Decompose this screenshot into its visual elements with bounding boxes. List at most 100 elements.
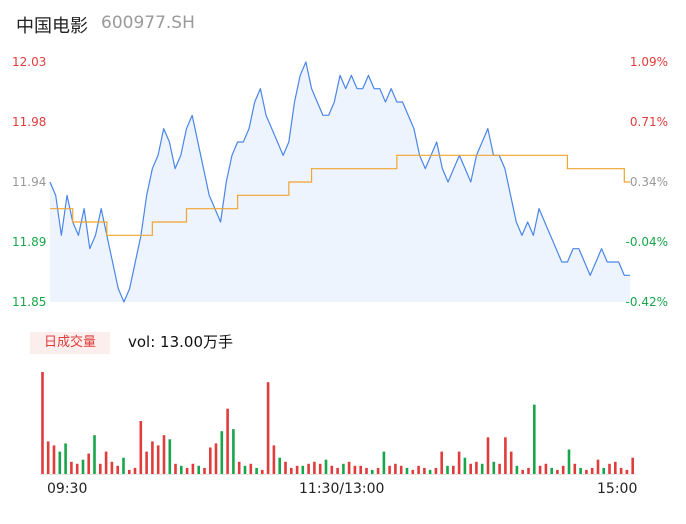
time-tick-label: 15:00	[597, 481, 638, 497]
volume-bar	[116, 465, 119, 474]
volume-bar	[631, 457, 634, 474]
volume-bar	[515, 465, 519, 474]
volume-bar	[399, 465, 403, 474]
volume-bar	[284, 461, 287, 474]
volume-bar	[226, 408, 229, 474]
volume-bar	[295, 465, 299, 474]
price-tick-label: 12.03	[12, 55, 47, 69]
volume-bar	[590, 467, 594, 474]
volume-bar	[394, 463, 397, 474]
volume-bar	[145, 451, 148, 474]
volume-bar	[278, 457, 281, 474]
volume-bar	[342, 463, 345, 474]
volume-bar	[365, 467, 368, 474]
volume-bar	[469, 463, 472, 474]
percent-tick-label: 0.34%	[629, 175, 668, 189]
volume-bar	[52, 445, 56, 474]
volume-bar	[544, 463, 548, 474]
volume-bar	[70, 461, 73, 474]
volume-bar	[480, 463, 484, 474]
price-tick-label: 11.94	[12, 175, 47, 189]
volume-bar	[423, 467, 426, 474]
price-tick-label: 11.89	[12, 235, 47, 249]
volume-bar	[382, 451, 386, 474]
volume-bar	[249, 463, 253, 474]
volume-bar	[122, 457, 125, 474]
volume-readout: vol: 13.00万手	[128, 333, 233, 351]
volume-bar	[457, 451, 461, 474]
volume-bar	[533, 404, 536, 474]
volume-bar	[602, 467, 605, 474]
volume-bar	[619, 467, 623, 474]
volume-bar	[504, 437, 507, 474]
volume-bar	[550, 467, 553, 474]
volume-bar	[405, 467, 409, 474]
volume-bar	[58, 451, 62, 474]
volume-bar	[209, 447, 212, 474]
volume-bar	[463, 457, 467, 474]
volume-bar	[81, 459, 85, 474]
volume-bar	[156, 445, 160, 474]
volume-bar	[214, 443, 218, 474]
volume-bar	[347, 461, 351, 474]
volume-bar	[492, 461, 496, 474]
volume-bar	[139, 421, 143, 474]
volume-bar	[567, 449, 571, 474]
volume-bar	[180, 465, 183, 474]
volume-bar	[452, 465, 455, 474]
stock-code: 600977.SH	[101, 13, 195, 33]
volume-bar	[313, 461, 316, 474]
volume-bar	[174, 463, 177, 474]
volume-bar	[353, 465, 357, 474]
volume-bar	[237, 461, 241, 474]
volume-bar	[255, 467, 258, 474]
volume-bar	[272, 445, 276, 474]
volume-bar	[585, 469, 588, 474]
volume-bar	[318, 463, 322, 474]
volume-bar	[75, 463, 79, 474]
volume-bar	[538, 465, 542, 474]
volume-bar	[446, 465, 449, 474]
volume-bar	[301, 465, 305, 474]
volume-bar	[434, 467, 438, 474]
volume-bar	[191, 463, 195, 474]
volume-bar	[197, 465, 200, 474]
volume-bar	[376, 467, 380, 474]
percent-tick-label: 0.71%	[629, 115, 668, 129]
volume-bar	[417, 465, 420, 474]
volume-bar	[625, 469, 629, 474]
volume-bar	[41, 372, 44, 474]
time-tick-label: 11:30/13:00	[299, 481, 385, 497]
volume-bar	[440, 451, 443, 474]
volume-bar	[232, 429, 235, 474]
stock-name: 中国电影	[16, 16, 88, 37]
volume-bar	[266, 382, 270, 474]
volume-bar	[151, 441, 154, 474]
volume-bar	[93, 435, 96, 474]
volume-bar	[428, 469, 432, 474]
volume-bar	[46, 441, 50, 474]
volume-bar	[133, 467, 137, 474]
volume-bar	[509, 451, 513, 474]
volume-bar	[556, 469, 559, 474]
price-tick-label: 11.98	[12, 115, 47, 129]
volume-bar	[579, 467, 582, 474]
percent-tick-label: -0.42%	[625, 295, 668, 309]
volume-bar	[99, 463, 102, 474]
volume-bar	[608, 463, 611, 474]
volume-bar	[64, 443, 67, 474]
volume-bar	[330, 465, 334, 474]
volume-bar	[87, 453, 90, 474]
volume-bar	[185, 467, 189, 474]
volume-bar	[261, 469, 264, 474]
volume-badge[interactable]: 日成交量	[30, 332, 110, 354]
volume-bar	[104, 451, 108, 474]
price-tick-label: 11.85	[12, 295, 47, 309]
volume-bar	[614, 461, 617, 474]
volume-bar	[561, 465, 565, 474]
volume-bar	[527, 467, 530, 474]
volume-bar	[290, 467, 293, 474]
average-price-line	[50, 154, 630, 236]
price-line	[49, 61, 630, 303]
